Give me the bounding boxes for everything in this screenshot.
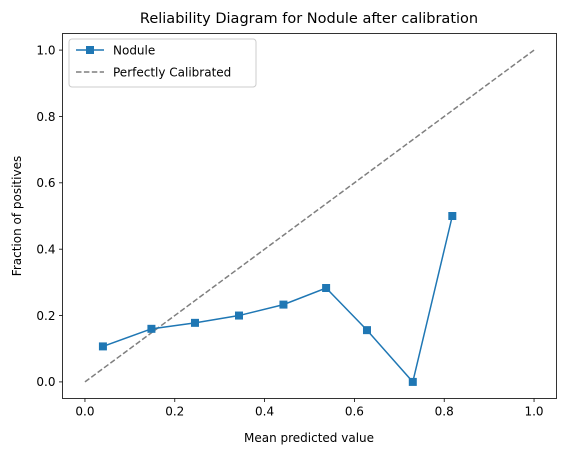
legend-box [68,38,257,88]
legend-label: Nodule [113,43,155,57]
x-axis-ticks: 0.0 0.2 0.4 0.6 0.8 1.0 [75,398,544,419]
y-tick-label: 0.2 [36,309,55,323]
y-axis-ticks: 0.0 0.2 0.4 0.6 0.8 1.0 [36,43,63,389]
nodule-point [147,324,156,333]
y-tick-label: 1.0 [36,43,55,57]
y-tick-label: 0.4 [36,242,55,256]
y-tick-label: 0.6 [36,176,55,190]
nodule-point [448,212,457,220]
y-tick-label: 0.0 [36,375,55,389]
series-layer [84,49,535,386]
x-tick-label: 0.8 [435,405,454,419]
nodule-point [98,342,107,351]
legend-marker [86,46,94,54]
x-tick-label: 0.0 [75,405,94,419]
chart-title: Reliability Diagram for Nodule after cal… [140,11,478,27]
legend: Nodule Perfectly Calibrated [68,38,257,88]
perfectly-calibrated-line [84,49,535,383]
x-axis-label: Mean predicted value [244,431,374,445]
nodule-point [190,318,199,327]
nodule-point [362,326,371,335]
nodule-point [322,284,331,293]
y-axis-label: Fraction of positives [10,156,24,276]
plot-area [62,33,557,399]
x-tick-label: 0.2 [165,405,184,419]
legend-label: Perfectly Calibrated [113,65,231,79]
x-tick-label: 0.4 [255,405,274,419]
nodule-point [408,377,417,386]
x-tick-label: 1.0 [524,405,543,419]
y-tick-label: 0.8 [36,110,55,124]
nodule-point [234,311,243,320]
x-tick-label: 0.6 [345,405,364,419]
nodule-point [279,300,288,309]
nodule-series-line [102,215,454,384]
